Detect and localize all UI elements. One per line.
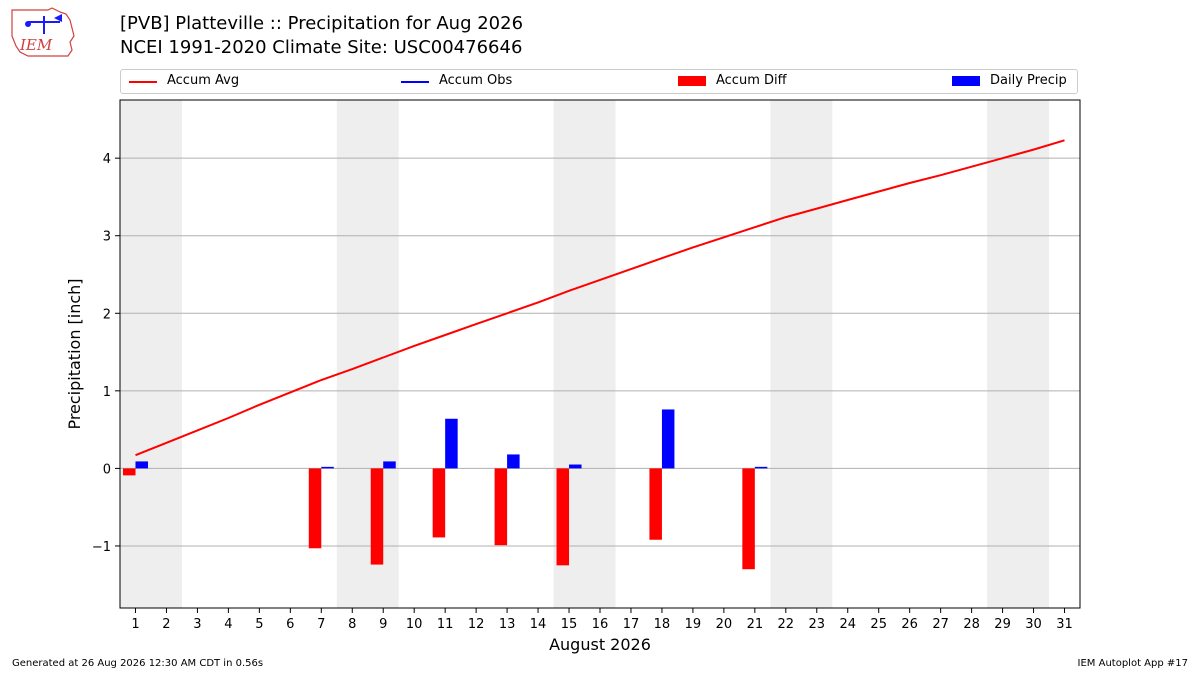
bar-accum-diff	[432, 468, 446, 538]
x-tick-label: 30	[1025, 617, 1042, 632]
x-tick-label: 31	[1056, 617, 1073, 632]
weekend-band	[336, 100, 399, 608]
x-axis-label: August 2026	[549, 635, 651, 654]
legend-label-accum-diff: Accum Diff	[716, 73, 787, 88]
bar-accum-diff	[370, 468, 384, 565]
x-tick-label: 9	[379, 617, 387, 632]
legend-swatch-accum-obs	[401, 81, 429, 83]
legend-label-accum-avg: Accum Avg	[167, 73, 240, 88]
x-tick-label: 22	[778, 617, 795, 632]
x-tick-label: 4	[224, 617, 232, 632]
x-tick-label: 11	[437, 617, 454, 632]
y-tick-label: 4	[103, 152, 111, 167]
weekend-band	[770, 100, 833, 608]
x-tick-label: 10	[406, 617, 423, 632]
y-tick-label: 2	[103, 307, 111, 322]
x-tick-label: 1	[131, 617, 139, 632]
chart-title: [PVB] Platteville :: Precipitation for A…	[120, 13, 524, 34]
bar-accum-diff	[556, 468, 570, 566]
y-tick-label: 1	[103, 385, 111, 400]
weekend-band	[120, 100, 182, 608]
x-tick-label: 29	[994, 617, 1011, 632]
x-tick-label: 27	[932, 617, 949, 632]
weekend-band	[987, 100, 1050, 608]
x-tick-label: 12	[468, 617, 485, 632]
legend-swatch-accum-diff	[678, 76, 706, 86]
bar-accum-diff	[742, 468, 755, 570]
legend-label-accum-obs: Accum Obs	[439, 73, 513, 88]
bar-daily-precip	[569, 464, 582, 469]
footer-app: IEM Autoplot App #17	[1077, 658, 1188, 669]
x-tick-label: 25	[870, 617, 887, 632]
legend-label-daily-precip: Daily Precip	[990, 73, 1067, 88]
bar-daily-precip	[661, 409, 675, 469]
bar-daily-precip	[383, 461, 396, 469]
y-tick-label: 3	[103, 230, 111, 245]
y-tick-label: −1	[92, 540, 111, 555]
y-axis-label: Precipitation [inch]	[65, 278, 84, 429]
legend-swatch-accum-avg	[129, 81, 157, 83]
x-tick-label: 6	[286, 617, 294, 632]
bar-daily-precip	[135, 461, 148, 469]
iem-logo: IEM	[11, 7, 75, 57]
x-tick-label: 15	[561, 617, 578, 632]
x-tick-label: 14	[530, 617, 547, 632]
x-tick-label: 23	[809, 617, 826, 632]
legend-swatch-daily-precip	[952, 76, 980, 86]
bar-accum-diff	[122, 468, 136, 476]
bar-daily-precip	[321, 466, 334, 469]
bar-accum-diff	[494, 468, 508, 546]
bar-accum-diff	[649, 468, 662, 540]
x-tick-label: 21	[747, 617, 764, 632]
y-tick-label: 0	[103, 462, 111, 477]
bar-accum-diff	[308, 468, 322, 549]
footer-generated: Generated at 26 Aug 2026 12:30 AM CDT in…	[12, 658, 264, 669]
chart-legend: Accum Avg Accum Obs Accum Diff Daily Pre…	[120, 69, 1078, 94]
x-tick-label: 5	[255, 617, 263, 632]
bar-daily-precip	[754, 466, 768, 469]
x-tick-label: 16	[592, 617, 609, 632]
x-tick-label: 3	[193, 617, 201, 632]
x-tick-label: 19	[685, 617, 702, 632]
x-tick-label: 7	[317, 617, 325, 632]
chart-subtitle: NCEI 1991-2020 Climate Site: USC00476646	[120, 37, 523, 58]
x-tick-label: 17	[623, 617, 640, 632]
x-tick-label: 13	[499, 617, 516, 632]
x-tick-label: 18	[654, 617, 671, 632]
x-tick-label: 24	[839, 617, 856, 632]
x-tick-label: 28	[963, 617, 980, 632]
line-accum-avg	[135, 139, 1065, 457]
bar-daily-precip	[445, 418, 458, 469]
x-tick-label: 2	[162, 617, 170, 632]
logo-text: IEM	[19, 36, 53, 54]
bar-daily-precip	[507, 454, 520, 469]
x-tick-label: 20	[716, 617, 733, 632]
x-tick-label: 8	[348, 617, 356, 632]
x-tick-label: 26	[901, 617, 918, 632]
